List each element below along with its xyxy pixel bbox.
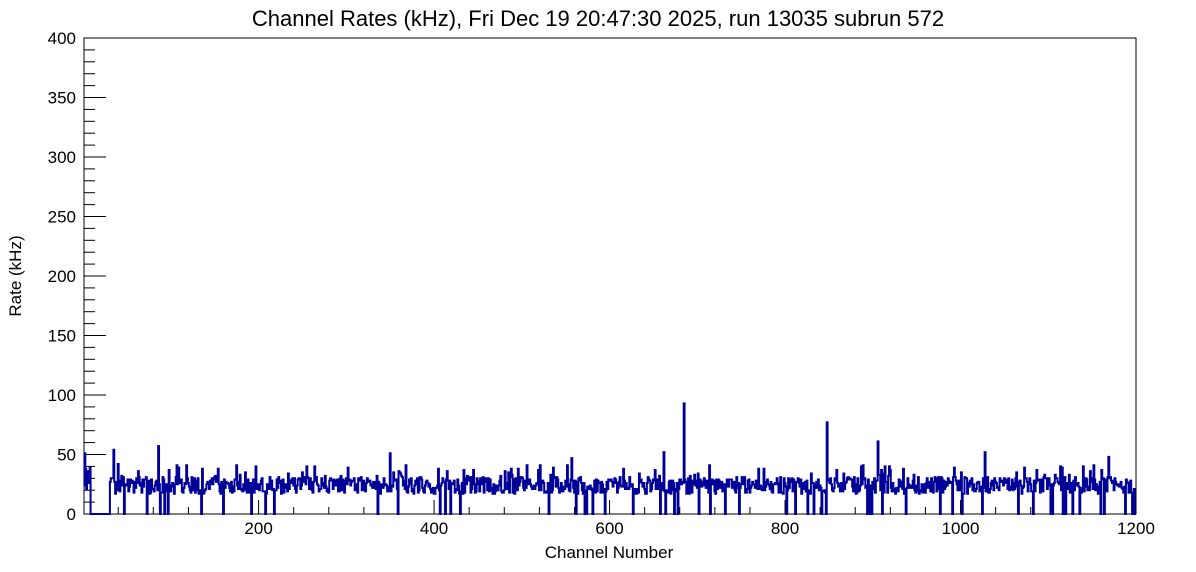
y-axis-label: Rate (kHz)	[6, 235, 25, 316]
y-tick-label: 350	[48, 89, 76, 108]
chart-title: Channel Rates (kHz), Fri Dec 19 20:47:30…	[252, 6, 944, 31]
y-tick-labels: 0 50 100 150 200 250 300 350 400	[48, 29, 76, 524]
x-tick-labels: 200 400 600 800 1000 1200	[244, 519, 1154, 538]
y-tick-label: 400	[48, 29, 76, 48]
rate-series-line	[83, 402, 1136, 515]
x-tick-label: 800	[771, 519, 799, 538]
y-tick-label: 50	[57, 446, 76, 465]
y-tick-label: 0	[67, 505, 76, 524]
x-tick-label: 1000	[942, 519, 980, 538]
y-tick-label: 300	[48, 148, 76, 167]
x-tick-label: 200	[244, 519, 272, 538]
x-tick-label: 400	[420, 519, 448, 538]
x-tick-label: 600	[595, 519, 623, 538]
plot-frame	[83, 37, 1137, 515]
x-tick-label: 1200	[1117, 519, 1155, 538]
axis-ticks	[84, 37, 1137, 515]
y-tick-label: 250	[48, 208, 76, 227]
y-tick-label: 150	[48, 327, 76, 346]
x-axis-label: Channel Number	[545, 543, 674, 562]
y-tick-label: 200	[48, 267, 76, 286]
y-tick-label: 100	[48, 386, 76, 405]
